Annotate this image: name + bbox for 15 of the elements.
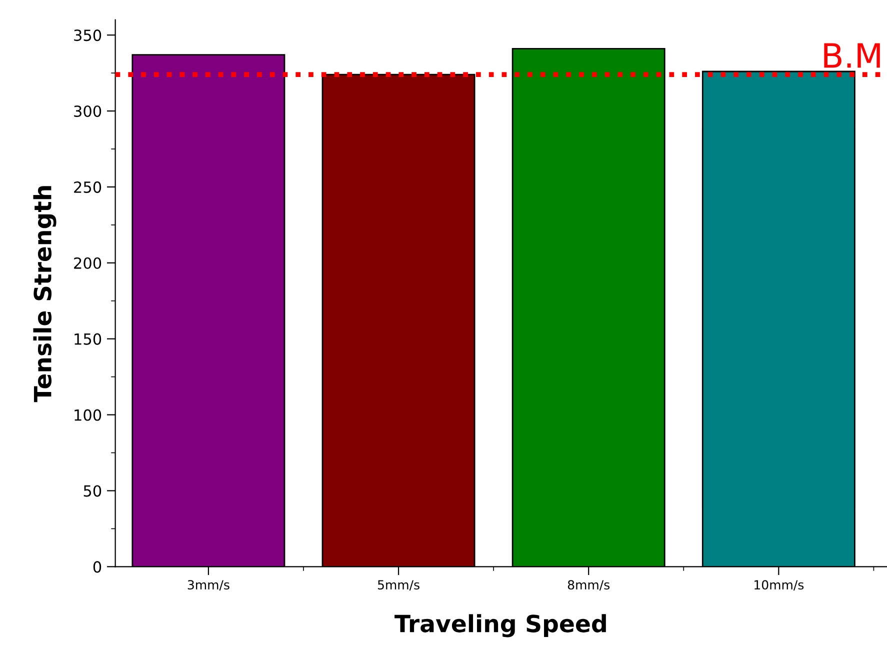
y-tick-label: 100 [74, 409, 102, 421]
y-axis-title: Tensile Strength [33, 186, 56, 402]
x-tick-label: 8mm/s [568, 580, 610, 591]
y-tick-label: 250 [74, 181, 102, 193]
y-tick-label: 350 [74, 30, 102, 42]
x-tick-label: 10mm/s [754, 580, 804, 591]
y-tick-label: 300 [74, 105, 102, 118]
y-tick-label: 150 [74, 333, 102, 345]
x-tick-label: 5mm/s [378, 580, 420, 591]
x-axis-title: Traveling Speed [394, 614, 606, 638]
y-tick-label: 200 [74, 257, 102, 269]
x-tick-label: 3mm/s [188, 580, 230, 591]
y-tick-label: 0 [93, 561, 102, 573]
ref-line-label: B.M [824, 43, 880, 68]
y-tick-label: 50 [84, 485, 102, 497]
